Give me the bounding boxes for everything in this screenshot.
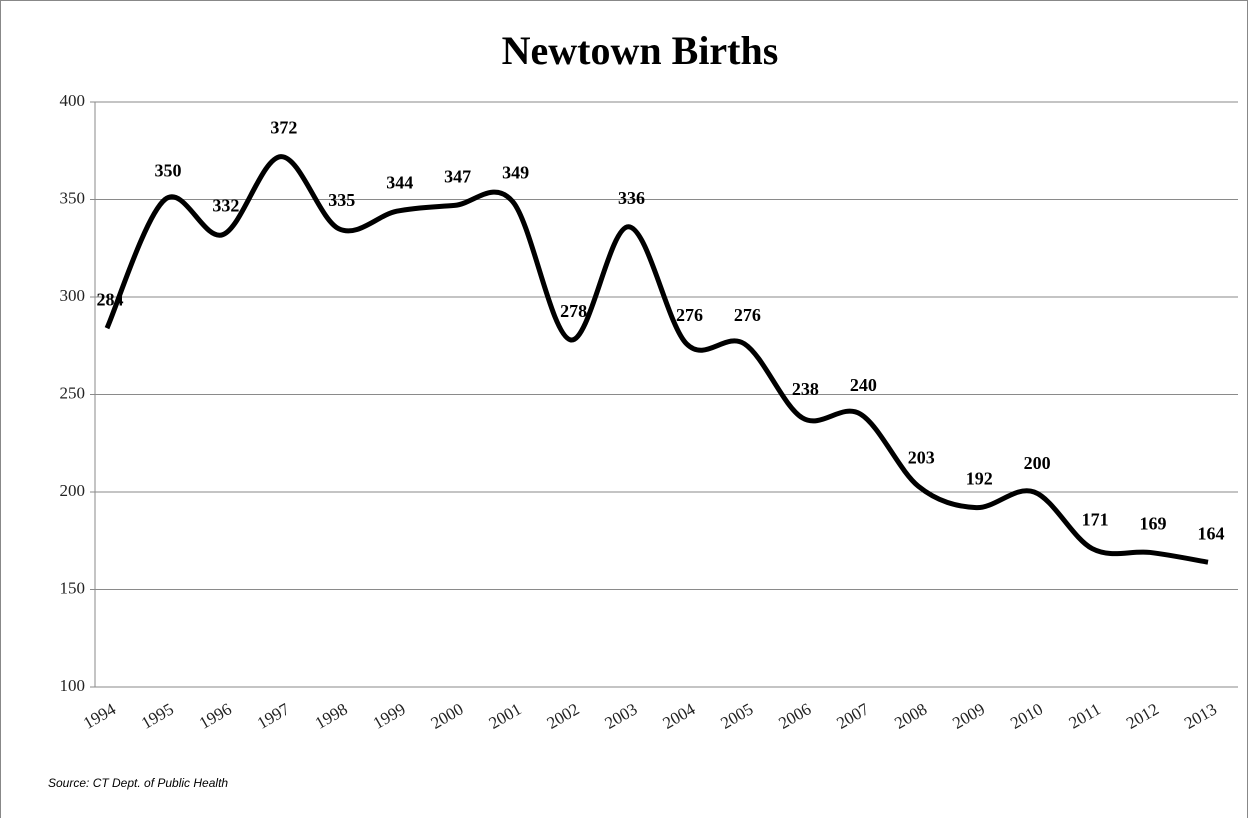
data-label: 349: [502, 163, 529, 183]
y-tick-label: 250: [60, 383, 86, 402]
data-label: 278: [560, 301, 587, 321]
data-label: 344: [386, 172, 413, 192]
data-label: 169: [1140, 514, 1167, 534]
data-label: 276: [676, 305, 703, 325]
y-tick-label: 350: [60, 188, 86, 207]
source-note: Source: CT Dept. of Public Health: [48, 776, 228, 790]
y-tick-label: 100: [60, 676, 86, 695]
data-label: 164: [1198, 523, 1225, 543]
chart-title: Newtown Births: [502, 28, 779, 73]
data-label: 372: [270, 118, 297, 138]
data-label: 284: [97, 289, 124, 309]
data-line: [104, 154, 1209, 565]
y-tick-label: 400: [60, 91, 86, 110]
data-label: 276: [734, 305, 761, 325]
y-tick-label: 200: [60, 481, 86, 500]
data-label: 192: [966, 469, 993, 489]
data-label: 350: [154, 161, 181, 181]
y-tick-label: 300: [60, 286, 86, 305]
data-label: 347: [444, 166, 471, 186]
data-label: 335: [328, 190, 355, 210]
data-label: 238: [792, 379, 819, 399]
data-label: 240: [850, 375, 877, 395]
data-label: 200: [1024, 453, 1051, 473]
data-label: 203: [908, 447, 935, 467]
data-label: 332: [212, 196, 239, 216]
data-label: 171: [1082, 510, 1109, 530]
data-label: 336: [618, 188, 645, 208]
y-tick-label: 150: [60, 578, 86, 597]
